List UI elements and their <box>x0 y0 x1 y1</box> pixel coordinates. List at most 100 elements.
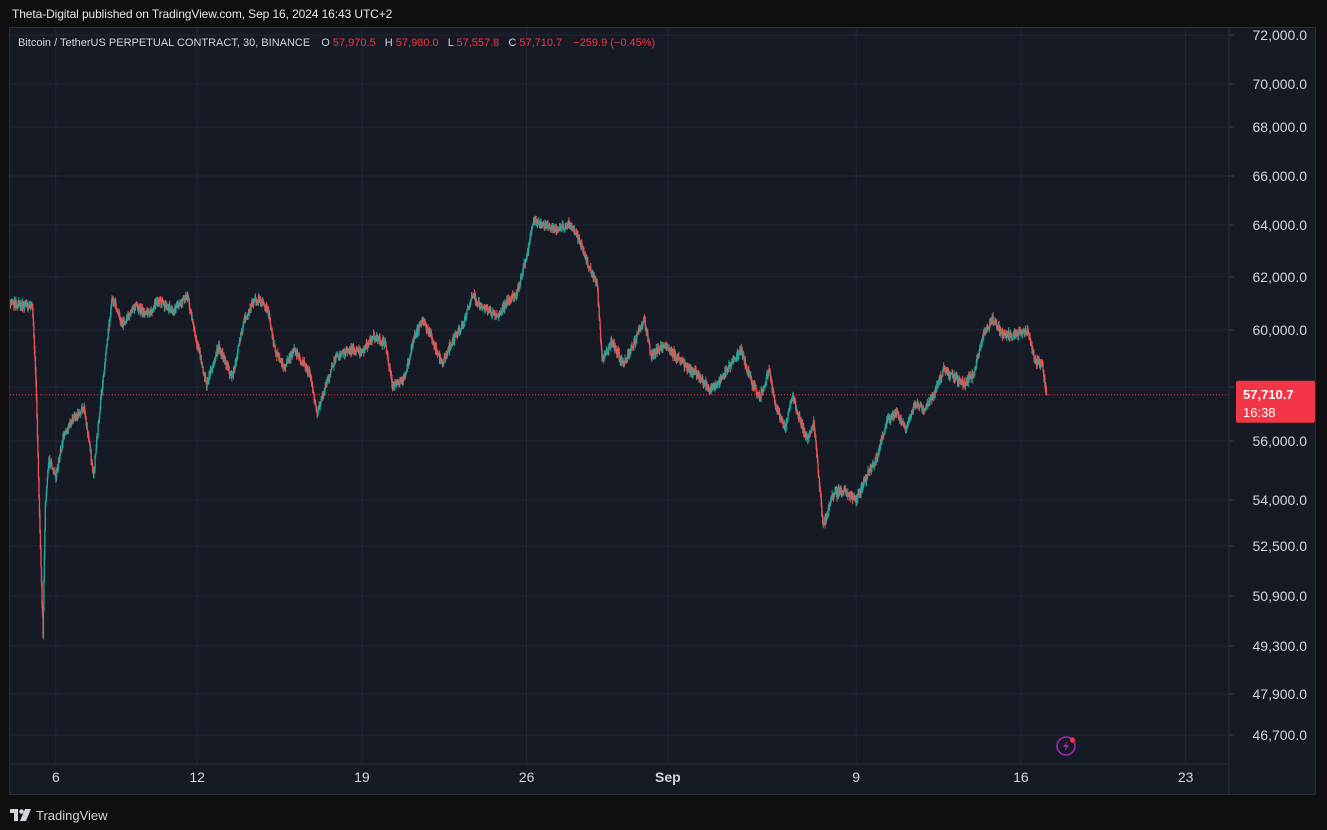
last-price-tag: 57,710.7 16:38 <box>1236 380 1315 423</box>
candle-body <box>531 227 533 234</box>
candle-body <box>730 363 732 370</box>
candle-body <box>756 391 758 395</box>
chart-panel[interactable]: 72,000.0 70,000.0 68,000.0 66,000.0 64,000.0… <box>9 27 1316 795</box>
candle-body <box>526 255 528 258</box>
candle-body <box>219 347 221 354</box>
candle-body <box>819 489 822 492</box>
publisher-line: Theta-Digital published on TradingView.c… <box>12 7 393 21</box>
price-tick-label: 68,000.0 <box>1253 119 1308 135</box>
candle-body <box>687 365 689 371</box>
candle-body <box>702 380 705 385</box>
candle-body <box>85 417 87 425</box>
candle-body <box>1017 331 1020 337</box>
candle-body <box>813 420 815 428</box>
candle-body <box>48 461 50 468</box>
candle-body <box>708 388 710 393</box>
candle-body <box>1042 363 1044 371</box>
candle-body <box>356 348 359 351</box>
candle-body <box>600 342 603 350</box>
candle-body <box>760 390 762 398</box>
candle-body <box>228 372 231 375</box>
candle-body <box>32 316 35 327</box>
candle-body <box>39 531 42 550</box>
candle-body <box>237 345 240 350</box>
candle-body <box>821 505 823 514</box>
candle-body <box>389 365 391 370</box>
candle-body <box>776 408 778 413</box>
candle-body <box>43 579 45 611</box>
candle-body <box>35 369 37 383</box>
candle-body <box>14 300 16 307</box>
candle-body <box>507 298 509 301</box>
candle-body <box>816 455 819 463</box>
price-tick-label: 49,300.0 <box>1253 638 1308 654</box>
candle-body <box>307 367 309 371</box>
candle-body <box>355 351 357 355</box>
candle-body <box>51 466 54 469</box>
close-value: 57,710.7 <box>519 37 562 49</box>
candle-body <box>100 398 102 409</box>
lightning-icon[interactable] <box>1056 736 1076 756</box>
candle-body <box>822 515 824 524</box>
candle-body <box>933 393 935 398</box>
candle-body <box>379 337 381 343</box>
candle-body <box>34 356 37 370</box>
candle-body <box>99 408 101 413</box>
candle-body <box>871 466 873 471</box>
candle-body <box>47 467 50 471</box>
candle-body <box>90 450 92 462</box>
candle-body <box>790 399 793 401</box>
candle-body <box>610 340 612 348</box>
candle-body <box>226 363 228 370</box>
candle-body <box>190 310 192 312</box>
candle-body <box>106 339 108 347</box>
candle-body <box>650 352 653 360</box>
countdown-timer: 16:38 <box>1243 405 1276 420</box>
candle-body <box>387 354 389 360</box>
candle-body <box>299 357 301 360</box>
candle-body <box>366 344 368 348</box>
candle-body <box>598 306 600 318</box>
candle-body <box>1021 332 1024 336</box>
candle-body <box>55 470 58 480</box>
candle-body <box>290 353 292 359</box>
change-value: −259.9 (−0.45%) <box>573 37 655 49</box>
time-tick-label: 6 <box>52 769 60 785</box>
candle-body <box>638 328 641 332</box>
time-tick-label: 23 <box>1178 769 1194 785</box>
candle-body <box>41 582 43 603</box>
candle-body <box>856 493 859 499</box>
candle-body <box>282 365 284 368</box>
candle-body <box>854 496 856 498</box>
candle-body <box>823 523 825 526</box>
candle-body <box>978 350 980 356</box>
candle-body <box>787 414 789 419</box>
candle-body <box>406 371 408 373</box>
candle-body <box>770 379 773 381</box>
candle-body <box>816 452 818 456</box>
candle-body <box>890 415 892 422</box>
candle-body <box>958 379 960 383</box>
candle-body <box>94 456 96 469</box>
time-axis[interactable]: 6 12 19 26 Sep 9 16 23 <box>10 763 1229 785</box>
candle-body <box>599 320 601 329</box>
candle-body <box>325 383 327 386</box>
tradingview-logo[interactable]: TradingView <box>10 808 108 823</box>
candle-body <box>982 335 984 342</box>
candle-body <box>235 359 238 362</box>
footer-brand: TradingView <box>36 807 108 823</box>
candle-body <box>243 322 245 324</box>
candle-body <box>776 408 779 410</box>
candle-body <box>590 267 592 273</box>
candle-body <box>866 474 869 479</box>
candle-body <box>106 346 108 350</box>
price-chart[interactable]: 72,000.0 70,000.0 68,000.0 66,000.0 64,000.0… <box>10 28 1315 794</box>
candle-body <box>772 390 775 395</box>
candle-body <box>140 307 143 313</box>
candle-body <box>418 324 420 331</box>
candle-body <box>350 347 353 354</box>
candle-body <box>292 353 294 357</box>
candle-body <box>870 465 872 468</box>
candle-body <box>1029 335 1031 340</box>
candle-body <box>41 602 44 615</box>
